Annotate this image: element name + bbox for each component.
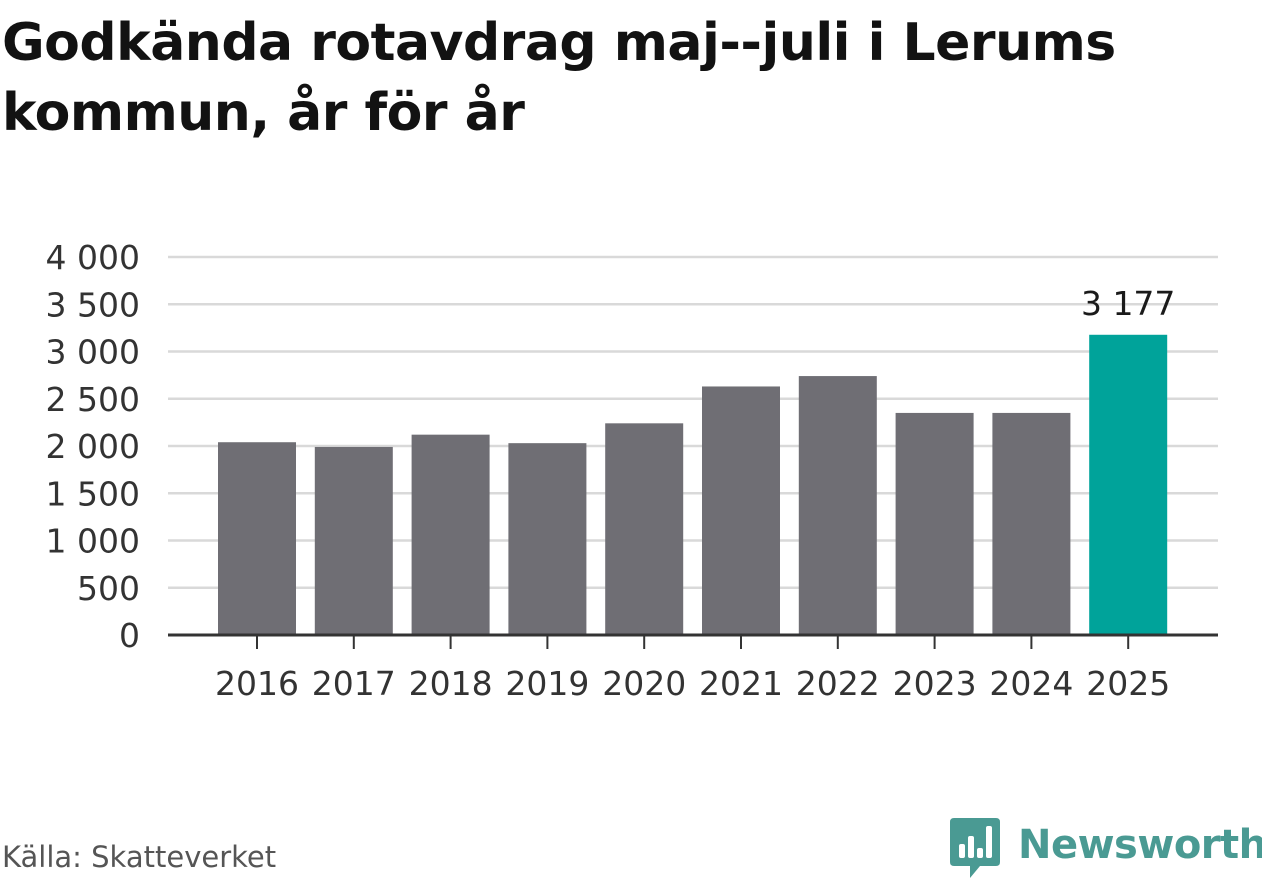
x-tick-label-2021: 2021 xyxy=(699,664,783,703)
x-tick-label-2025: 2025 xyxy=(1086,664,1170,703)
y-tick-label-4: 2 000 xyxy=(46,427,140,466)
x-tick-label-2020: 2020 xyxy=(602,664,686,703)
x-axis xyxy=(168,633,1218,649)
bar-2018 xyxy=(411,434,490,635)
bar-2022 xyxy=(798,376,877,635)
x-tick-label-2022: 2022 xyxy=(796,664,880,703)
brand-logo: Newsworthy xyxy=(950,818,1262,880)
y-tick-label-3: 1 500 xyxy=(46,474,140,513)
bar-2016 xyxy=(218,442,296,635)
x-tick-label-2018: 2018 xyxy=(409,664,493,703)
bar-2025 xyxy=(1089,334,1168,635)
source-note: Källa: Skatteverket xyxy=(2,840,277,874)
y-axis-tick-labels: 0 500 1 000 1 500 2 000 2 500 3 000 3 500 4 000 xyxy=(46,238,140,655)
newsworthy-logo-icon xyxy=(950,818,1000,878)
bar-2019 xyxy=(508,443,587,635)
y-tick-label-7: 3 500 xyxy=(46,285,140,324)
x-tick-label-2024: 2024 xyxy=(989,664,1073,703)
x-axis-tick-labels: 2016 2017 2018 2019 2020 2021 2022 2023 2024 2025 xyxy=(215,664,1170,703)
bar-2023 xyxy=(895,412,974,635)
x-tick-label-2017: 2017 xyxy=(312,664,396,703)
y-tick-label-1: 500 xyxy=(77,569,140,608)
y-tick-label-6: 3 000 xyxy=(46,333,140,372)
value-label-2025: 3 177 xyxy=(1081,284,1175,323)
y-tick-label-2: 1 000 xyxy=(46,522,140,561)
brand-name: Newsworthy xyxy=(1018,822,1262,868)
chart-title: Godkända rotavdrag maj--juli i Lerums ko… xyxy=(2,13,1116,143)
bar-2017 xyxy=(314,446,393,635)
x-tick-label-2016: 2016 xyxy=(215,664,299,703)
bar-2021 xyxy=(702,386,780,635)
bar-2020 xyxy=(605,423,684,635)
bar-2024 xyxy=(992,412,1071,635)
y-tick-label-0: 0 xyxy=(119,616,140,655)
y-tick-label-5: 2 500 xyxy=(46,380,140,419)
x-tick-label-2019: 2019 xyxy=(505,664,589,703)
value-labels: 3 177 xyxy=(1081,284,1175,323)
y-tick-label-8: 4 000 xyxy=(46,238,140,277)
bars xyxy=(218,334,1168,635)
x-tick-label-2023: 2023 xyxy=(893,664,977,703)
